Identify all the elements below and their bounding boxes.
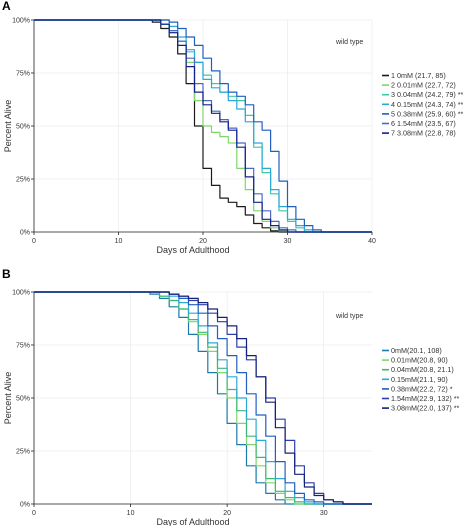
x-axis-label: Days of Adulthood: [156, 245, 229, 255]
series-line-7: [34, 19, 372, 233]
strain-annotation: wild type: [335, 313, 363, 320]
series-line-6: [34, 19, 372, 233]
x-tick-label: 10: [115, 238, 123, 245]
y-tick-label: 50%: [16, 124, 30, 131]
strain-annotation: wild type: [335, 39, 363, 46]
y-tick-label: 100%: [12, 18, 30, 25]
y-tick-label: 75%: [16, 71, 30, 78]
legend-entry: 0.04mM(20.8, 21.1): [391, 365, 454, 374]
x-tick-label: 20: [223, 510, 231, 517]
legend: 0mM(20.1, 108)0.01mM(20.8, 90)0.04mM(20.…: [382, 346, 460, 413]
legend: 1 0mM (21.7, 85)2 0.01mM (22.7, 72)3 0.0…: [382, 71, 464, 138]
legend-entry: 0.15mM(21.1, 90): [391, 375, 448, 384]
y-tick-label: 25%: [16, 449, 30, 456]
x-tick-label: 20: [199, 238, 207, 245]
legend-entry: 0mM(20.1, 108): [391, 346, 442, 355]
panel-letter: B: [2, 267, 11, 281]
series-line-3: [34, 291, 372, 505]
y-tick-label: 50%: [16, 396, 30, 403]
x-axis-label: Days of Adulthood: [156, 517, 229, 526]
x-tick-label: 10: [127, 510, 135, 517]
legend-entry: 5 0.38mM (25.9, 60) **: [391, 109, 464, 118]
y-tick-label: 0%: [20, 230, 30, 237]
legend-entry: 3.08mM(22.0, 137) **: [391, 404, 460, 413]
series-line-5: [34, 19, 372, 233]
y-tick-label: 75%: [16, 343, 30, 350]
x-tick-label: 30: [320, 510, 328, 517]
series-line-1: [34, 19, 372, 233]
legend-entry: 3 0.04mM (24.2, 79) **: [391, 90, 464, 99]
x-tick-label: 30: [284, 238, 292, 245]
x-tick-label: 40: [368, 238, 376, 245]
legend-entry: 1.54mM(22.9, 132) **: [391, 394, 460, 403]
y-tick-label: 25%: [16, 177, 30, 184]
chart-panel-b: B 0 10 20 30 0% 25% 50% 75% 100% Days of Adulthood…: [2, 267, 460, 526]
y-tick-label: 0%: [20, 502, 30, 509]
legend-entry: 7 3.08mM (22.8, 78): [391, 129, 456, 138]
x-tick-label: 0: [32, 238, 36, 245]
legend-entry: 1 0mM (21.7, 85): [391, 71, 446, 80]
chart-panel-a: A 0 10 20 30 40 0% 25% 50% 75% 100% Days of Adultho…: [2, 0, 464, 255]
y-axis-label: Percent Alive: [3, 100, 13, 153]
legend-entry: 2 0.01mM (22.7, 72): [391, 81, 456, 90]
series-line-7: [34, 291, 372, 505]
legend-entry: 6 1.54mM (23.5, 67): [391, 119, 456, 128]
y-tick-label: 100%: [12, 290, 30, 297]
x-tick-label: 0: [32, 510, 36, 517]
legend-entry: 4 0.15mM (24.3, 74) **: [391, 100, 464, 109]
y-axis-label: Percent Alive: [3, 372, 13, 425]
legend-entry: 0.38mM(22.2, 72) *: [391, 384, 453, 393]
legend-entry: 0.01mM(20.8, 90): [391, 356, 448, 365]
panel-letter: A: [2, 0, 11, 13]
